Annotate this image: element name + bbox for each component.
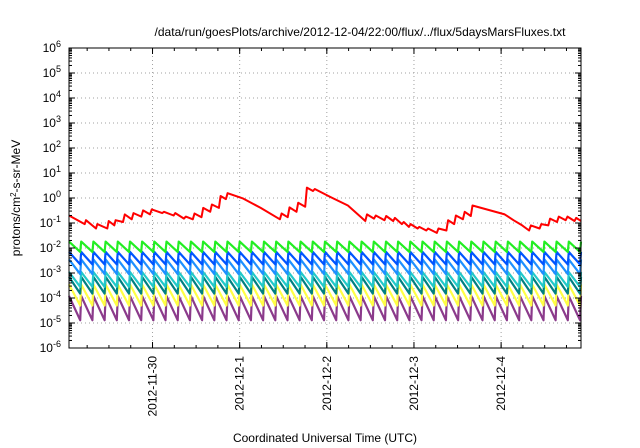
chart-title: /data/run/goesPlots/archive/2012-12-04/2… <box>155 25 567 39</box>
x-ticks: 2012-11-30 2012-12-1 2012-12-2 2012-12-3 201… <box>86 48 567 417</box>
y-ticks: 10-6 10-5 10-4 10-3 10-2 10-1 100 101 102 103 104 1… <box>40 39 581 355</box>
y-tick-label: 10-6 <box>40 339 61 355</box>
y-tick-label: 10-5 <box>40 314 61 330</box>
series-group <box>68 186 583 322</box>
x-tick-label: 2012-12-3 <box>407 356 421 411</box>
series-line-1 <box>68 240 583 253</box>
y-axis-label: protons/cm2-s-sr-MeV <box>9 140 24 256</box>
x-tick-label: 2012-12-4 <box>494 356 508 411</box>
y-tick-label: 10-1 <box>40 214 61 230</box>
y-tick-label: 106 <box>43 39 61 55</box>
x-axis-label: Coordinated Universal Time (UTC) <box>233 431 417 445</box>
y-tick-label: 104 <box>43 89 61 105</box>
y-tick-label: 10-2 <box>40 239 61 255</box>
y-tick-label: 102 <box>43 139 61 155</box>
x-tick-label: 2012-11-30 <box>146 356 160 417</box>
series-line-red <box>68 186 582 234</box>
y-tick-label: 10-3 <box>40 264 61 280</box>
x-tick-label: 2012-12-1 <box>233 356 247 411</box>
y-tick-label: 101 <box>43 164 61 180</box>
y-tick-label: 10-4 <box>40 289 61 305</box>
y-tick-label: 100 <box>43 189 61 205</box>
x-tick-label: 2012-12-2 <box>320 356 334 411</box>
y-tick-label: 105 <box>43 64 61 80</box>
y-tick-label: 103 <box>43 114 61 130</box>
